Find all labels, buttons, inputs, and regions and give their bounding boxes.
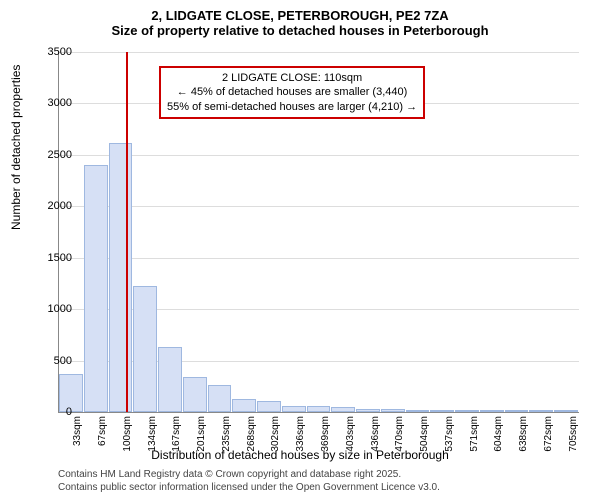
histogram-bar bbox=[381, 409, 405, 412]
grid-line bbox=[59, 155, 579, 156]
histogram-bar bbox=[307, 406, 331, 412]
histogram-bar bbox=[232, 399, 256, 412]
histogram-bar bbox=[406, 410, 430, 412]
footer-line2: Contains public sector information licen… bbox=[58, 481, 440, 494]
histogram-bar bbox=[133, 286, 157, 413]
chart-title-sub: Size of property relative to detached ho… bbox=[0, 23, 600, 42]
histogram-bar bbox=[480, 410, 504, 412]
y-tick-label: 1500 bbox=[32, 252, 72, 264]
y-tick-label: 3000 bbox=[32, 97, 72, 109]
histogram-bar bbox=[331, 407, 355, 412]
footer-attribution: Contains HM Land Registry data © Crown c… bbox=[58, 468, 440, 494]
histogram-bar bbox=[356, 409, 380, 412]
annotation-line2: ← 45% of detached houses are smaller (3,… bbox=[167, 85, 417, 99]
annotation-line3: 55% of semi-detached houses are larger (… bbox=[167, 100, 417, 114]
histogram-bar bbox=[455, 410, 479, 412]
y-axis-label: Number of detached properties bbox=[9, 65, 23, 230]
y-tick-label: 1000 bbox=[32, 303, 72, 315]
grid-line bbox=[59, 258, 579, 259]
histogram-bar bbox=[282, 406, 306, 412]
histogram-bar bbox=[208, 385, 232, 412]
annotation-line1: 2 LIDGATE CLOSE: 110sqm bbox=[167, 71, 417, 85]
histogram-bar bbox=[554, 410, 578, 412]
y-tick-label: 0 bbox=[32, 406, 72, 418]
histogram-bar bbox=[109, 143, 133, 412]
histogram-bar bbox=[505, 410, 529, 412]
grid-line bbox=[59, 52, 579, 53]
histogram-bar bbox=[158, 347, 182, 412]
histogram-bar bbox=[257, 401, 281, 412]
footer-line1: Contains HM Land Registry data © Crown c… bbox=[58, 468, 440, 481]
y-tick-label: 500 bbox=[32, 355, 72, 367]
y-tick-label: 3500 bbox=[32, 46, 72, 58]
y-tick-label: 2000 bbox=[32, 200, 72, 212]
histogram-bar bbox=[84, 165, 108, 412]
chart-title-main: 2, LIDGATE CLOSE, PETERBOROUGH, PE2 7ZA bbox=[0, 0, 600, 23]
reference-line bbox=[126, 52, 128, 412]
x-axis-label: Distribution of detached houses by size … bbox=[0, 448, 600, 462]
y-tick-label: 2500 bbox=[32, 149, 72, 161]
grid-line bbox=[59, 206, 579, 207]
chart-container: 2, LIDGATE CLOSE, PETERBOROUGH, PE2 7ZA … bbox=[0, 0, 600, 500]
histogram-bar bbox=[529, 410, 553, 412]
annotation-box: 2 LIDGATE CLOSE: 110sqm← 45% of detached… bbox=[159, 66, 425, 119]
histogram-bar bbox=[430, 410, 454, 412]
plot-area: 2 LIDGATE CLOSE: 110sqm← 45% of detached… bbox=[58, 52, 579, 413]
histogram-bar bbox=[183, 377, 207, 412]
